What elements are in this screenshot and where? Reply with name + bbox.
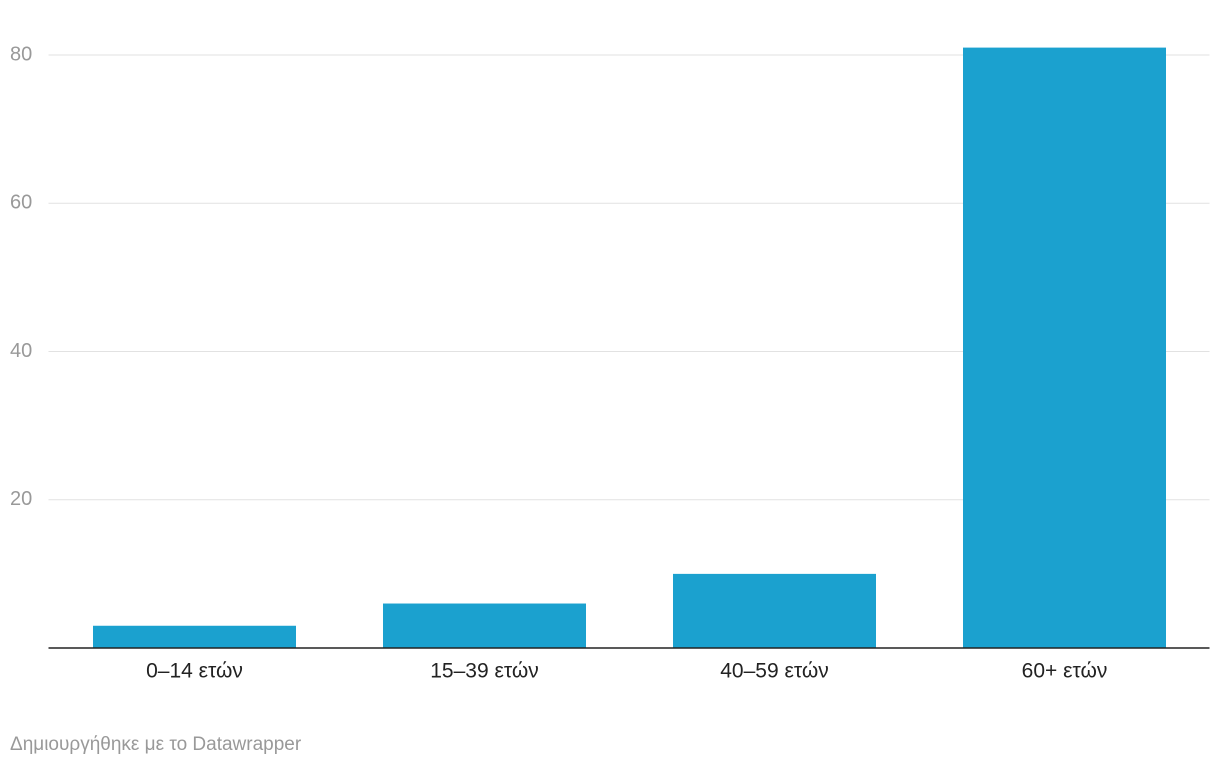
bar (963, 47, 1166, 649)
bar (93, 625, 296, 648)
y-tick-label: 20 (10, 488, 32, 510)
bar (673, 573, 876, 648)
y-tick-label: 60 (10, 192, 32, 214)
x-tick-label: 40–59 ετών (720, 660, 829, 683)
x-tick-label: 0–14 ετών (146, 660, 243, 683)
y-tick-label: 80 (10, 43, 32, 65)
x-tick-label: 15–39 ετών (430, 660, 539, 683)
x-tick-label: 60+ ετών (1022, 660, 1108, 683)
bar (383, 603, 586, 648)
credit: Δημιουργήθηκε με το Datawrapper (10, 734, 302, 755)
y-tick-label: 40 (10, 340, 32, 362)
